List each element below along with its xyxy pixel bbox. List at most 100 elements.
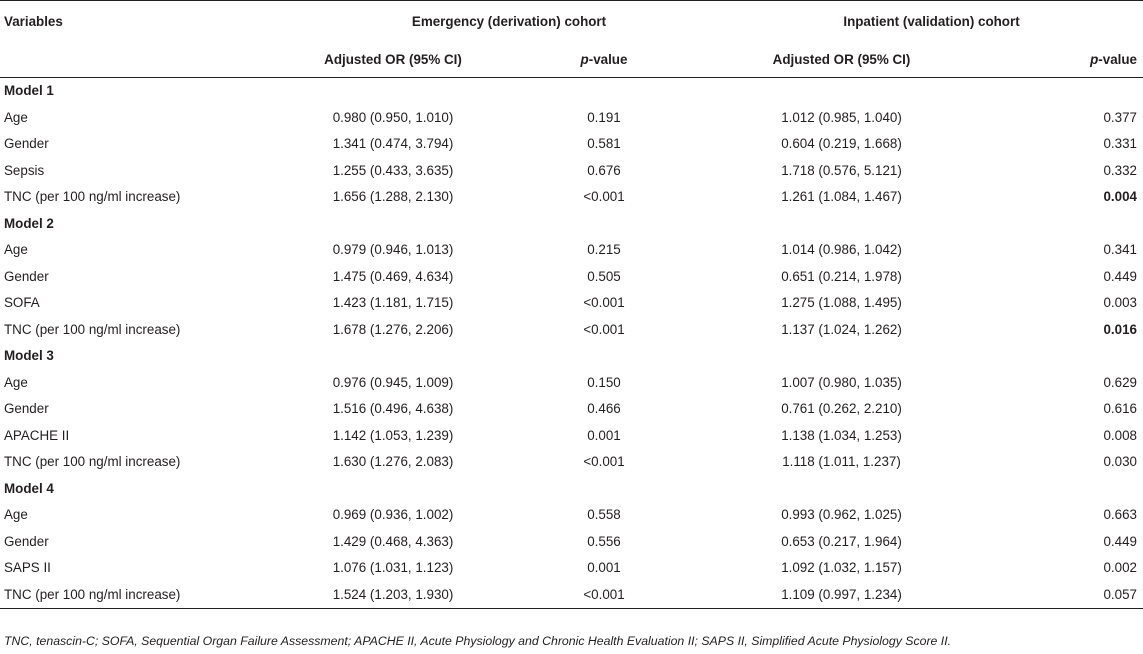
model-heading-row: Model 1 — [0, 78, 1143, 105]
model-title: Model 4 — [4, 480, 54, 496]
variable-cell: SAPS II — [4, 560, 51, 575]
or-emergency-cell: 1.475 (0.469, 4.634) — [332, 268, 454, 284]
p-emergency-cell: <0.001 — [583, 295, 625, 310]
p-emergency-cell: 0.676 — [587, 162, 621, 178]
or-inpatient-cell: 1.109 (0.997, 1.234) — [720, 581, 963, 609]
or-inpatient-cell: 0.761 (0.262, 2.210) — [781, 401, 902, 416]
empty-cell — [963, 343, 1143, 370]
empty-cell — [298, 211, 488, 238]
p-inpatient-cell: 0.663 — [1103, 507, 1137, 522]
p-emergency-cell: <0.001 — [583, 189, 625, 204]
p-inpatient-cell: 0.008 — [1103, 427, 1137, 443]
variable-cell: Age — [4, 374, 28, 390]
table-row: APACHE II 1.142 (1.053, 1.239) 0.001 1.138 … — [0, 423, 1143, 450]
p-inpatient-cell: 0.016 — [1103, 321, 1137, 337]
p-emergency-cell: 0.150 — [587, 374, 621, 390]
p-inpatient-cell: 0.004 — [1103, 189, 1137, 204]
variable-cell: Age — [4, 109, 28, 125]
variable-cell: APACHE II — [4, 427, 70, 443]
or-emergency-cell: 1.429 (0.468, 4.363) — [332, 533, 454, 549]
table-row: TNC (per 100 ng/ml increase) 1.524 (1.203… — [0, 581, 1143, 609]
table-body: Model 1 Age 0.980 (0.950, 1.010) 0.191 1.012… — [0, 78, 1143, 609]
table-row: TNC (per 100 ng/ml increase) 1.656 (1.288… — [0, 184, 1143, 211]
p-inpatient-cell: 0.341 — [1103, 242, 1137, 257]
variable-cell: TNC (per 100 ng/ml increase) — [4, 321, 181, 337]
p-emergency-cell: 0.001 — [587, 560, 621, 575]
p-emergency-cell: <0.001 — [488, 581, 720, 609]
empty-cell — [488, 343, 720, 370]
or-inpatient-cell: 1.007 (0.980, 1.035) — [781, 374, 902, 390]
variable-cell: TNC (per 100 ng/ml increase) — [0, 581, 298, 609]
table-row: SOFA 1.423 (1.181, 1.715) <0.001 1.275 (1.0… — [0, 290, 1143, 317]
p-inpatient-cell: 0.003 — [1103, 295, 1137, 310]
model-title: Model 1 — [4, 83, 54, 98]
table-row: Gender 1.516 (0.496, 4.638) 0.466 0.761 (0.… — [0, 396, 1143, 423]
variable-cell: Gender — [4, 136, 49, 151]
empty-cell — [298, 78, 488, 105]
or-inpatient-cell: 1.275 (1.088, 1.495) — [781, 295, 902, 310]
or-inpatient-cell: 1.092 (1.032, 1.157) — [781, 560, 902, 575]
or-emergency-cell: 1.142 (1.053, 1.239) — [332, 427, 454, 443]
variable-cell: Gender — [4, 533, 49, 549]
or-inpatient-cell: 1.118 (1.011, 1.237) — [782, 454, 901, 469]
p-inpatient-cell: 0.002 — [1103, 560, 1137, 575]
model-heading-row: Model 3 — [0, 343, 1143, 370]
p-inpatient-cell: 0.449 — [1103, 268, 1137, 284]
p-inpatient-cell: 0.331 — [1103, 136, 1137, 151]
or-header-inpatient: Adjusted OR (95% CI) — [720, 43, 963, 78]
empty-cell — [298, 343, 488, 370]
p-emergency-cell: 0.191 — [587, 109, 621, 125]
table-row: TNC (per 100 ng/ml increase) 1.630 (1.276… — [0, 449, 1143, 476]
p-inpatient-cell: 0.377 — [1103, 109, 1137, 125]
table-row: Sepsis 1.255 (0.433, 3.635) 0.676 1.718 (0.… — [0, 158, 1143, 185]
variable-cell: Gender — [4, 268, 49, 284]
p-header-inpatient: p-value — [963, 43, 1143, 78]
empty-cell — [963, 78, 1143, 105]
p-emergency-cell: 0.558 — [587, 507, 621, 522]
table-row: Gender 1.475 (0.469, 4.634) 0.505 0.651 (0.… — [0, 264, 1143, 291]
p-emergency-cell: 0.001 — [587, 427, 621, 443]
empty-cell — [488, 211, 720, 238]
p-emergency-cell: <0.001 — [583, 321, 625, 337]
or-emergency-cell: 0.980 (0.950, 1.010) — [332, 109, 454, 125]
or-emergency-cell: 1.656 (1.288, 2.130) — [332, 189, 454, 204]
variable-cell: Age — [4, 507, 28, 522]
p-emergency-cell: 0.556 — [587, 533, 621, 549]
empty-cell — [720, 343, 963, 370]
variable-cell: Sepsis — [4, 162, 45, 178]
subheader-row: Adjusted OR (95% CI) p-value Adjusted OR… — [0, 43, 1143, 78]
or-emergency-cell: 1.341 (0.474, 3.794) — [332, 136, 454, 151]
empty-cell — [488, 476, 720, 503]
empty-cell — [963, 476, 1143, 503]
p-inpatient-cell: 0.030 — [1103, 454, 1137, 469]
p-inpatient-cell: 0.057 — [963, 581, 1143, 609]
or-inpatient-cell: 1.718 (0.576, 5.121) — [781, 162, 902, 178]
or-inpatient-cell: 0.653 (0.217, 1.964) — [781, 533, 902, 549]
header-row: Variables Emergency (derivation) cohort … — [0, 0, 1143, 43]
empty-cell — [720, 211, 963, 238]
p-emergency-cell: 0.581 — [587, 136, 621, 151]
empty-cell — [963, 211, 1143, 238]
model-heading-row: Model 4 — [0, 476, 1143, 503]
variable-cell: SOFA — [4, 295, 40, 310]
table-row: Age 0.980 (0.950, 1.010) 0.191 1.012 (0.985… — [0, 105, 1143, 132]
empty-cell — [298, 476, 488, 503]
p-suffix: -value — [1098, 52, 1137, 67]
or-inpatient-cell: 1.138 (1.034, 1.253) — [781, 427, 902, 443]
table-row: Age 0.976 (0.945, 1.009) 0.150 1.007 (0.980… — [0, 370, 1143, 397]
p-emergency-cell: 0.466 — [587, 401, 621, 416]
emergency-cohort-header: Emergency (derivation) cohort — [298, 0, 720, 43]
table-row: Age 0.969 (0.936, 1.002) 0.558 0.993 (0.962… — [0, 502, 1143, 529]
subheader-blank — [0, 43, 298, 78]
p-inpatient-cell: 0.629 — [1103, 374, 1137, 390]
variable-cell: TNC (per 100 ng/ml increase) — [4, 189, 181, 204]
or-inpatient-cell: 0.651 (0.214, 1.978) — [781, 268, 902, 284]
or-inpatient-cell: 1.012 (0.985, 1.040) — [781, 109, 902, 125]
table-row: Gender 1.429 (0.468, 4.363) 0.556 0.653 (0.… — [0, 529, 1143, 556]
variable-cell: Age — [4, 242, 28, 257]
p-letter: p — [580, 52, 589, 67]
variables-header: Variables — [0, 0, 298, 43]
p-suffix: -value — [588, 52, 628, 67]
or-emergency-cell: 1.630 (1.276, 2.083) — [332, 454, 454, 469]
